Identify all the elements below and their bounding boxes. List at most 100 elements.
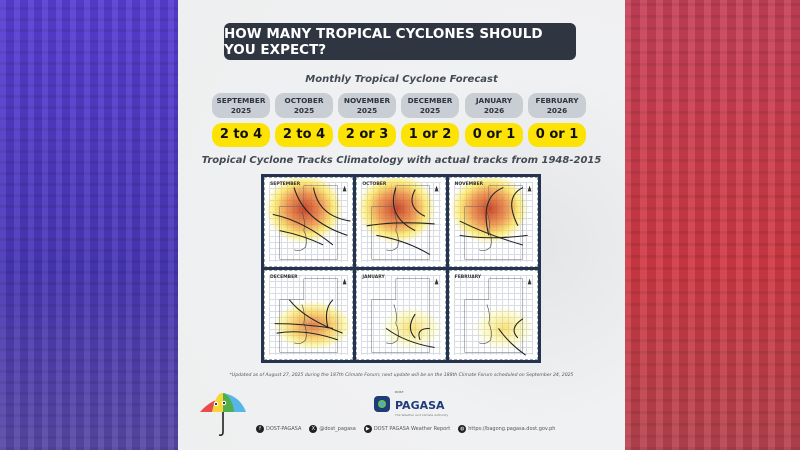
mean-track-line: [497, 328, 526, 356]
month-label-november: NOVEMBER 2025: [338, 93, 396, 118]
forecast-value-november: 2 or 3: [338, 123, 396, 147]
social-link[interactable]: f DOST-PAGASA: [256, 425, 301, 433]
mean-track-line: [376, 234, 431, 255]
month-name: FEBRUARY: [535, 96, 579, 105]
map-label: DECEMBER: [270, 275, 298, 280]
track-map-september: SEPTEMBER: [264, 177, 354, 267]
mean-track-line: [393, 187, 416, 232]
map-overlay: [272, 185, 351, 260]
philippines-outline: [478, 304, 492, 345]
month-label-october: OCTOBER 2025: [275, 93, 333, 118]
par-boundary: [463, 185, 523, 260]
pagasa-logo: DOST PAGASA The Weather and Climate Auth…: [372, 390, 448, 417]
mean-track-line: [459, 234, 528, 239]
maps-heading: Tropical Cyclone Tracks Climatology with…: [201, 155, 602, 166]
month-label-december: DECEMBER 2025: [401, 93, 459, 118]
social-link[interactable]: ◍ https://bagong.pagasa.dost.gov.ph: [458, 425, 555, 433]
forecast-value-february: 0 or 1: [528, 123, 586, 147]
x-icon: X: [309, 425, 318, 433]
forecast-value-january: 0 or 1: [465, 123, 523, 147]
map-label: SEPTEMBER: [270, 182, 301, 187]
mean-track-line: [325, 299, 334, 329]
par-boundary: [279, 185, 339, 260]
mean-track-line: [386, 327, 436, 349]
month-label-january: JANUARY 2026: [465, 93, 523, 118]
month-year: 2025: [419, 106, 441, 115]
north-arrow-icon: [342, 278, 347, 285]
map-label: OCTOBER: [362, 182, 387, 187]
mean-track-line: [485, 187, 504, 236]
track-map-february: FEBRUARY: [448, 270, 538, 360]
logo-tagline: The Weather and Climate Authority: [395, 413, 449, 417]
social-label: @dost_pagasa: [319, 426, 356, 432]
social-link[interactable]: ▶ DOST PAGASA Weather Report: [363, 425, 451, 433]
par-boundary: [279, 278, 339, 353]
map-overlay: [274, 278, 347, 353]
mean-track-line: [312, 187, 351, 222]
forecast-value-september: 2 to 4: [212, 123, 270, 147]
north-arrow-icon: [527, 278, 532, 285]
mean-track-line: [418, 327, 431, 341]
track-map-october: OCTOBER: [356, 177, 446, 267]
track-map-january: JANUARY: [356, 270, 446, 360]
social-label: DOST-PAGASA: [266, 426, 302, 432]
mean-track-line: [366, 222, 435, 227]
background-left: [0, 0, 180, 450]
mean-track-line: [272, 213, 334, 246]
pagasa-emblem-icon: [372, 394, 392, 414]
forecast-heading: Monthly Tropical Cyclone Forecast: [305, 74, 498, 85]
month-name: SEPTEMBER: [216, 96, 266, 105]
mean-track-line: [276, 331, 338, 341]
map-label: JANUARY: [362, 275, 385, 280]
par-boundary: [371, 278, 431, 353]
month-label-february: FEBRUARY 2026: [528, 93, 586, 118]
month-name: NOVEMBER: [343, 96, 391, 105]
philippines-outline: [386, 211, 400, 252]
month-name: DECEMBER: [407, 96, 453, 105]
month-year: 2025: [230, 106, 252, 115]
facebook-icon: f: [256, 425, 264, 433]
par-boundary: [463, 278, 523, 353]
page-title: HOW MANY TROPICAL CYCLONES SHOULD YOU EX…: [224, 25, 543, 58]
title-banner: HOW MANY TROPICAL CYCLONES SHOULD YOU EX…: [224, 23, 576, 60]
north-arrow-icon: [434, 278, 439, 285]
map-label: NOVEMBER: [454, 182, 484, 187]
footnote: *Updated as of August 27, 2025 during th…: [229, 373, 574, 378]
map-overlay: [366, 185, 439, 260]
map-label: FEBRUARY: [454, 275, 482, 280]
youtube-icon: ▶: [363, 425, 372, 433]
month-year: 2025: [293, 106, 315, 115]
social-links: f DOST-PAGASA X @dost_pagasa ▶ DOST PAGASA We…: [256, 425, 555, 433]
map-overlay: [371, 278, 439, 353]
forecast-value-december: 1 or 2: [401, 123, 459, 147]
mean-track-line: [411, 189, 426, 217]
umbrella-mascot-icon: [200, 392, 246, 436]
globe-icon: ◍: [458, 425, 467, 433]
track-map-december: DECEMBER: [264, 270, 354, 360]
social-label: DOST PAGASA Weather Report: [373, 426, 451, 432]
mean-track-line: [513, 318, 523, 339]
background-right: [624, 0, 800, 450]
map-overlay: [463, 278, 532, 356]
forecast-value-october: 2 to 4: [275, 123, 333, 147]
logo-name: PAGASA: [395, 399, 445, 412]
mean-track-line: [459, 220, 523, 246]
mean-track-line: [293, 187, 348, 236]
philippines-outline: [386, 304, 400, 345]
mean-track-line: [279, 230, 324, 246]
month-label-september: SEPTEMBER 2025: [212, 93, 270, 118]
track-maps-grid: SEPTEMBER OCTOBER NOVEMBER DECEMBER JANU…: [261, 174, 541, 363]
mean-track-line: [410, 313, 416, 339]
month-name: JANUARY: [475, 96, 513, 105]
month-year: 2025: [356, 106, 378, 115]
par-boundary: [371, 185, 431, 260]
social-link[interactable]: X @dost_pagasa: [309, 425, 356, 433]
track-map-november: NOVEMBER: [448, 177, 538, 267]
social-label: https://bagong.pagasa.dost.gov.ph: [468, 426, 556, 432]
north-arrow-icon: [527, 185, 532, 192]
month-year: 2026: [546, 106, 568, 115]
map-overlay: [459, 185, 532, 260]
north-arrow-icon: [342, 185, 347, 192]
north-arrow-icon: [434, 185, 439, 192]
mean-track-line: [510, 187, 523, 227]
